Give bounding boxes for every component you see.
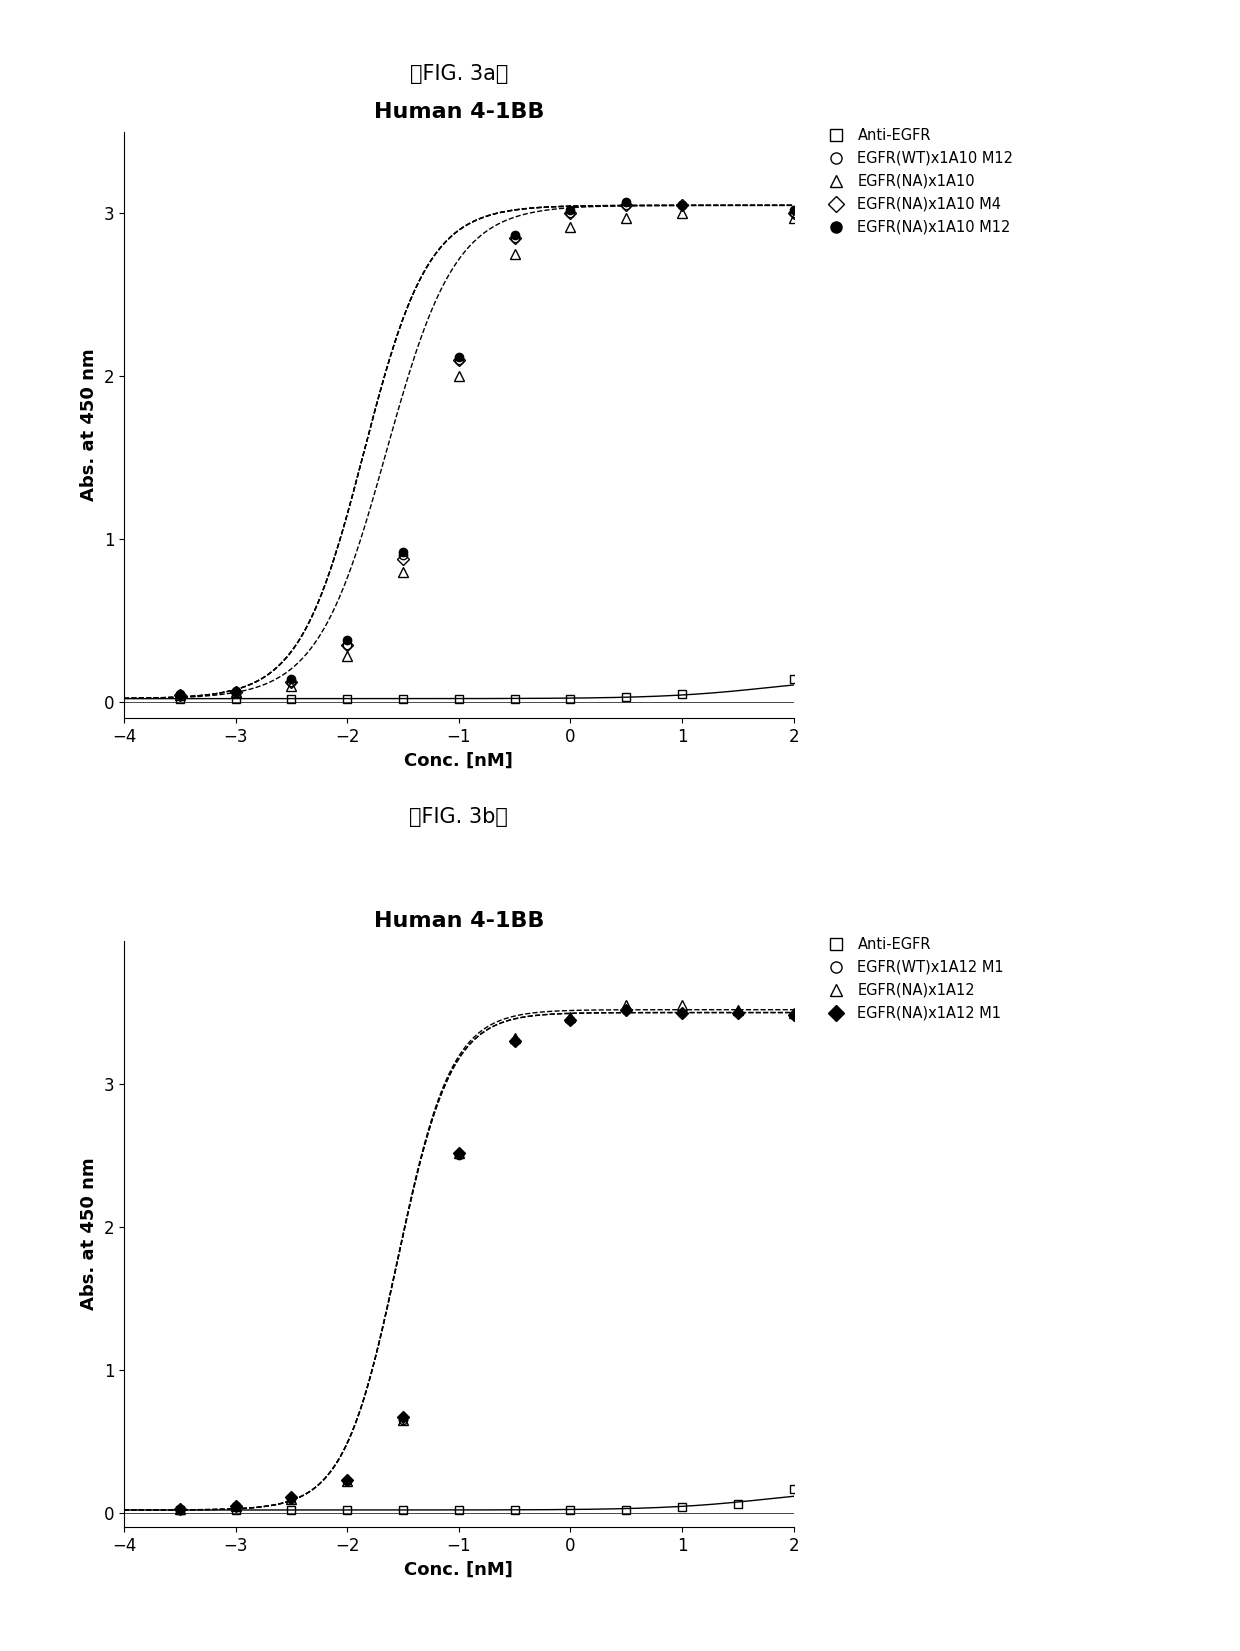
X-axis label: Conc. [nM]: Conc. [nM] [404,751,513,769]
Legend: Anti-EGFR, EGFR(WT)x1A12 M1, EGFR(NA)x1A12, EGFR(NA)x1A12 M1: Anti-EGFR, EGFR(WT)x1A12 M1, EGFR(NA)x1A… [821,936,1004,1020]
Text: 「FIG. 3a」: 「FIG. 3a」 [409,64,508,84]
Title: Human 4-1BB: Human 4-1BB [373,102,544,122]
Y-axis label: Abs. at 450 nm: Abs. at 450 nm [81,348,98,502]
X-axis label: Conc. [nM]: Conc. [nM] [404,1560,513,1578]
Legend: Anti-EGFR, EGFR(WT)x1A10 M12, EGFR(NA)x1A10, EGFR(NA)x1A10 M4, EGFR(NA)x1A10 M12: Anti-EGFR, EGFR(WT)x1A10 M12, EGFR(NA)x1… [821,127,1013,234]
Text: 「FIG. 3b」: 「FIG. 3b」 [409,807,508,827]
Title: Human 4-1BB: Human 4-1BB [373,911,544,931]
Y-axis label: Abs. at 450 nm: Abs. at 450 nm [81,1157,98,1311]
